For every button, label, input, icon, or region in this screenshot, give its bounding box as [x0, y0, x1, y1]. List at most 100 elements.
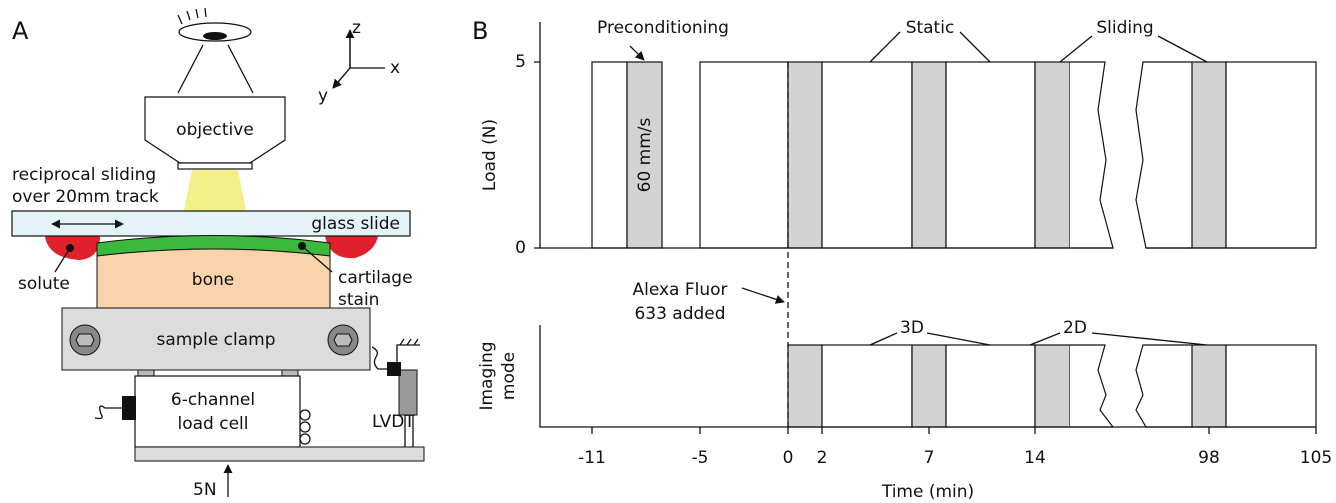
connector	[122, 396, 136, 420]
mode-3d-label: 3D	[900, 318, 924, 338]
y-tick-label: 5	[515, 52, 526, 72]
rect-shape	[1034, 61, 1071, 249]
mode-2d-label: 2D	[1063, 318, 1087, 338]
x-axis-title: Time (min)	[881, 482, 974, 502]
view-lines	[177, 44, 254, 94]
panel-label: A	[12, 17, 29, 45]
objective-tip	[177, 162, 253, 170]
objective-label: objective	[176, 120, 254, 140]
sliding-label: reciprocal sliding	[12, 165, 156, 185]
load-cell-label: load cell	[178, 414, 249, 434]
polygon-shape	[75, 333, 95, 347]
rect-shape	[945, 344, 1036, 428]
x-tick-label: -5	[692, 448, 709, 468]
axis-z: z	[352, 18, 361, 38]
rect-shape	[821, 344, 913, 428]
polygon-shape	[333, 333, 353, 347]
stain-label: 633 added	[634, 304, 725, 324]
path-shape	[301, 245, 333, 273]
imaging-axis-title: mode	[499, 352, 519, 400]
lvdt	[398, 369, 418, 416]
path-shape	[869, 31, 991, 63]
path-shape	[869, 332, 991, 346]
rect-shape	[1191, 61, 1227, 249]
x-axis: -11 -5 0 2 7 14 98 105	[578, 427, 1332, 468]
load-axis-title: Load (N)	[480, 119, 500, 191]
rect-shape	[1225, 344, 1317, 428]
x-tick-label: -11	[578, 448, 606, 468]
imaging-axis-title: Imaging	[477, 341, 497, 410]
static-label: Static	[906, 18, 955, 38]
rect-shape	[1034, 344, 1071, 428]
rect-shape	[137, 369, 155, 377]
load-cell-label: 6-channel	[171, 390, 255, 410]
sliding-label: over 20mm track	[12, 187, 159, 207]
rect-shape	[1191, 344, 1227, 428]
rect-shape	[787, 61, 823, 249]
path-shape	[94, 405, 122, 420]
circle-shape	[299, 433, 311, 445]
path-shape	[332, 67, 351, 89]
bone-label: bone	[192, 270, 234, 290]
path-shape	[54, 247, 71, 273]
rect-shape	[787, 344, 823, 428]
path-shape	[1070, 61, 1114, 249]
path-shape	[404, 415, 414, 447]
load-cell	[134, 375, 301, 448]
rect-shape	[945, 61, 1036, 249]
imaging-axes	[539, 325, 1316, 428]
solute-label: solute	[18, 274, 70, 294]
rect-shape	[1225, 61, 1317, 249]
glass-slide-label: glass slide	[311, 214, 400, 234]
stain-label: Alexa Fluor	[632, 280, 727, 300]
eye	[178, 22, 252, 42]
solute-right	[325, 236, 378, 259]
rect-shape	[911, 344, 947, 428]
path-shape	[396, 338, 420, 365]
x-tick-label: 7	[924, 448, 935, 468]
rect-shape	[387, 362, 401, 376]
path-shape	[371, 346, 387, 370]
x-tick-label: 14	[1024, 448, 1046, 468]
axis-y: y	[318, 86, 328, 106]
pupil	[203, 32, 227, 40]
path-shape	[1135, 344, 1192, 428]
rect-shape	[911, 61, 947, 249]
cartilage-label: cartilage	[338, 268, 413, 288]
path-shape	[629, 45, 645, 61]
circle-shape	[299, 409, 311, 421]
base-plate	[134, 446, 425, 462]
x-tick-label: 0	[783, 448, 794, 468]
x-tick-label: 2	[817, 448, 828, 468]
path-shape	[1135, 61, 1192, 249]
x-tick-label: 105	[1300, 448, 1332, 468]
sample-clamp	[61, 307, 371, 371]
sliding-label: Sliding	[1096, 18, 1153, 38]
rect-shape	[591, 61, 628, 249]
panel-label: B	[472, 17, 488, 45]
cartilage-label: stain	[338, 290, 379, 310]
speed-label: 60 mm/s	[635, 117, 655, 192]
path-shape	[1029, 332, 1208, 346]
rect-shape	[281, 369, 299, 377]
circle-shape	[299, 421, 311, 433]
rect-shape	[821, 61, 913, 249]
light-beam	[184, 170, 246, 211]
preconditioning-label: Preconditioning	[597, 18, 729, 38]
path-shape	[1059, 35, 1208, 63]
x-tick-label: 98	[1198, 448, 1220, 468]
lvdt-label: LVDT	[372, 412, 415, 432]
path-shape	[1070, 344, 1115, 428]
slide-phase	[626, 61, 663, 249]
panel-a: A objective z x y reciprocal sliding ove…	[11, 7, 425, 500]
force-label: 5N	[193, 480, 217, 500]
eyelashes	[177, 7, 207, 25]
rect-shape	[699, 61, 789, 249]
path-shape	[741, 287, 785, 304]
axis-x: x	[390, 58, 400, 78]
bone	[96, 248, 331, 309]
y-tick-label: 0	[515, 238, 526, 258]
path-shape	[534, 61, 540, 249]
